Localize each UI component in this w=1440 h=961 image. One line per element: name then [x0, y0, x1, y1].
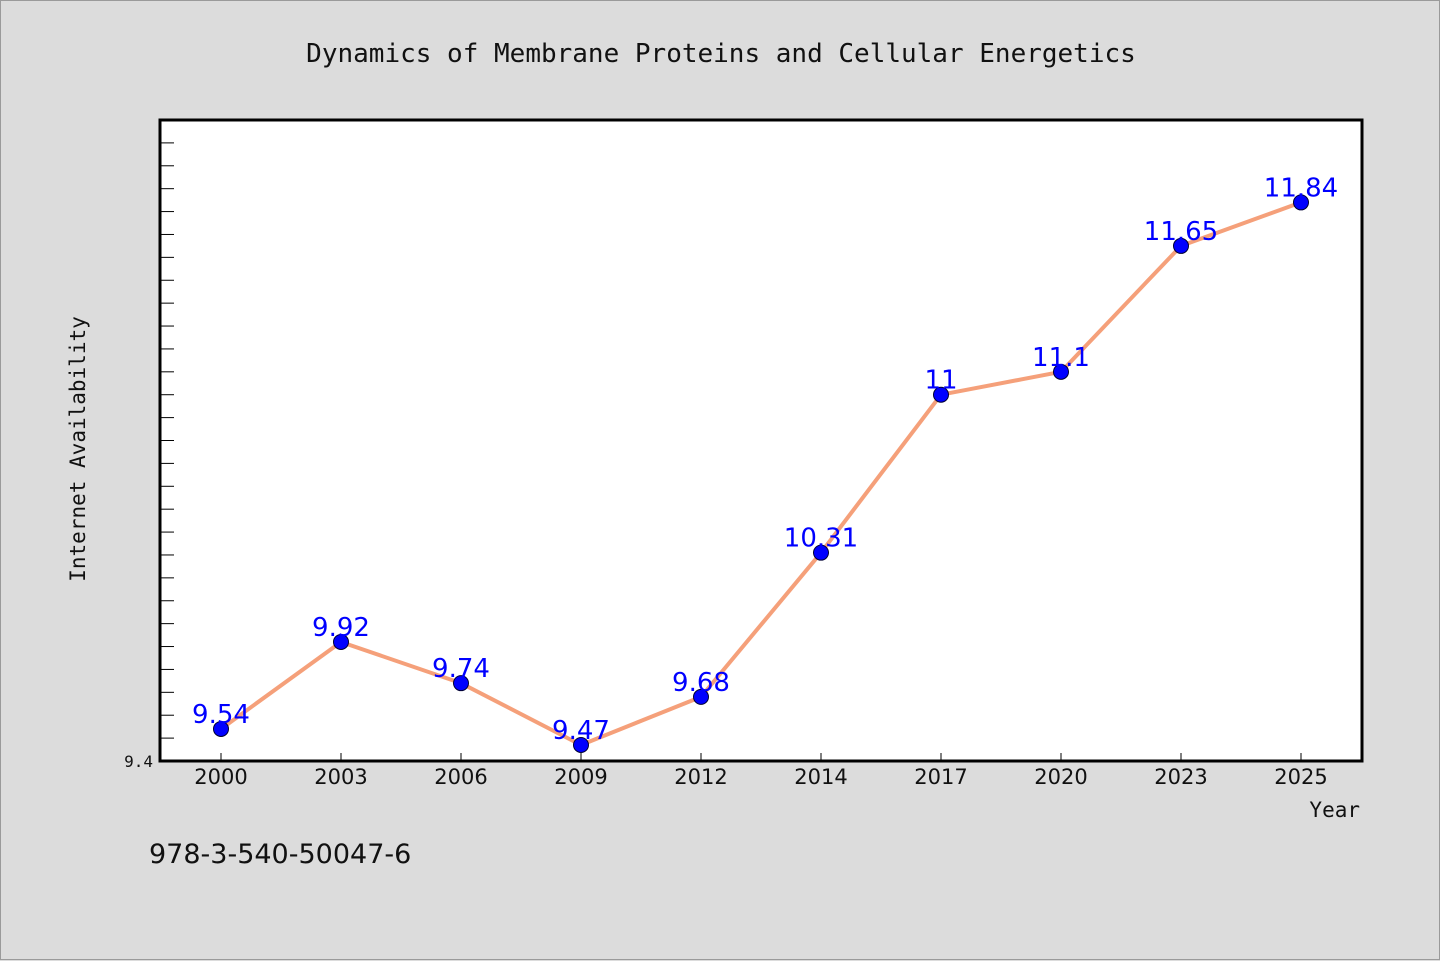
- x-tick-label: 2006: [434, 765, 487, 789]
- data-label: 9.74: [432, 654, 490, 684]
- y-tick-label: 9.4: [124, 752, 153, 771]
- data-label: 9.68: [672, 668, 730, 698]
- series-layer: 9.54 9.92 9.74 9.47 9.68 10.31 11 11.1 11.65 11.8…: [192, 173, 1338, 753]
- data-point: [453, 675, 469, 692]
- data-point: [933, 386, 949, 403]
- data-point: [1293, 194, 1309, 211]
- x-tick-label: 2020: [1034, 765, 1087, 789]
- y-axis-ticks: [160, 142, 174, 739]
- data-point: [213, 720, 229, 737]
- x-tick-label: 2014: [794, 765, 847, 789]
- data-point: [1053, 363, 1069, 380]
- data-point: [333, 633, 349, 650]
- x-tick-label: 2009: [554, 765, 607, 789]
- x-axis-label: Year: [1309, 798, 1360, 822]
- isbn-text: 978-3-540-50047-6: [149, 839, 411, 870]
- x-axis-ticks: 2000 2003 2006 2009 2012 2014 2017 2020 2023 2025: [194, 753, 1328, 789]
- x-tick-label: 2012: [674, 765, 727, 789]
- y-axis-label: Internet Availability: [66, 316, 90, 582]
- plot-area: [158, 118, 1364, 763]
- data-label: 11.65: [1144, 217, 1218, 247]
- x-tick-label: 2003: [314, 765, 367, 789]
- x-tick-label: 2000: [194, 765, 247, 789]
- data-label: 9.92: [312, 613, 370, 643]
- chart-title: Dynamics of Membrane Proteins and Cellul…: [306, 39, 1136, 69]
- data-label: 10.31: [784, 524, 858, 554]
- data-label: 11: [924, 366, 957, 396]
- data-point: [813, 544, 829, 561]
- x-tick-label: 2025: [1274, 765, 1327, 789]
- data-label: 11.84: [1264, 173, 1338, 203]
- data-label: 11.1: [1032, 343, 1090, 373]
- data-point: [573, 736, 589, 753]
- data-label: 9.47: [552, 716, 610, 746]
- data-point: [1173, 237, 1189, 254]
- data-label: 9.54: [192, 700, 250, 730]
- data-point: [693, 688, 709, 705]
- series-line: [219, 200, 1302, 747]
- x-tick-label: 2023: [1154, 765, 1207, 789]
- x-tick-label: 2017: [914, 765, 967, 789]
